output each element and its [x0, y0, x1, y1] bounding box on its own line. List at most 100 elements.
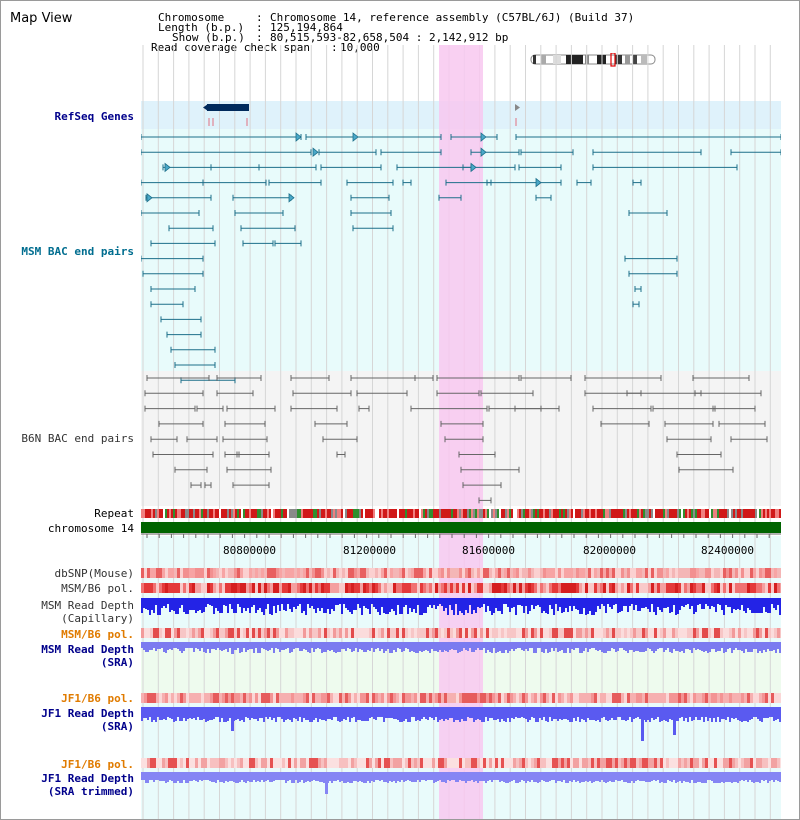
depth-bar [371, 598, 373, 604]
heat-bin [759, 568, 762, 578]
depth-bar [547, 598, 549, 614]
depth-bar [467, 598, 469, 613]
heat-bin [657, 628, 660, 638]
heat-bin [672, 568, 675, 578]
track-label-msm-read-depth-sra[interactable]: MSM Read Depth [41, 643, 134, 656]
heat-bin [516, 693, 519, 703]
depth-bar [237, 642, 239, 648]
track-label-jf1-read-depth-sra[interactable]: JF1 Read Depth [41, 707, 134, 720]
heat-bin [771, 568, 774, 578]
depth-bar [187, 707, 189, 719]
depth-bar [593, 707, 595, 720]
depth-bar [535, 772, 537, 782]
depth-bar [459, 707, 461, 722]
depth-bar [693, 598, 695, 614]
highlight-region[interactable] [439, 45, 483, 820]
depth-bar [421, 707, 423, 719]
depth-bar [155, 598, 157, 605]
depth-bar [619, 707, 621, 717]
depth-bar [537, 707, 539, 722]
repeat-block [457, 509, 459, 518]
depth-bar [617, 598, 619, 613]
heat-bin [516, 568, 519, 578]
heat-bin [405, 568, 408, 578]
depth-bar [493, 642, 495, 648]
depth-bar [309, 642, 311, 653]
depth-bar [385, 707, 387, 718]
track-label-dbsnp[interactable]: dbSNP(Mouse) [54, 567, 134, 580]
track-label-jf1-b6-pol[interactable]: JF1/B6 pol. [61, 692, 134, 705]
depth-bar [673, 642, 675, 649]
msm-bac-pair-arrow [480, 132, 487, 142]
depth-bar [773, 772, 775, 782]
repeat-block [253, 509, 255, 518]
track-label-repeat[interactable]: Repeat [94, 507, 134, 520]
depth-bar [391, 642, 393, 653]
track-label-msm-read-depth-capillary[interactable]: MSM Read Depth [41, 599, 134, 612]
depth-bar [311, 642, 313, 648]
depth-bar [471, 642, 473, 652]
depth-bar [269, 598, 271, 614]
heat-bin [720, 568, 723, 578]
track-label-msm-b6-pol-sra[interactable]: MSM/B6 pol. [61, 628, 134, 641]
track-label-msm-b6-pol[interactable]: MSM/B6 pol. [61, 582, 134, 595]
heat-bin [219, 693, 222, 703]
heat-bin [774, 758, 777, 768]
depth-bar [195, 707, 197, 720]
depth-bar [303, 642, 305, 649]
repeat-block [419, 509, 421, 518]
depth-bar [259, 598, 261, 608]
heat-bin [270, 583, 273, 593]
depth-bar [463, 707, 465, 721]
heat-bin [585, 758, 588, 768]
depth-bar [345, 707, 347, 720]
heat-bin [534, 628, 537, 638]
depth-bar [613, 598, 615, 605]
track-label-jf1-read-depth-trimmed[interactable]: JF1 Read Depth [41, 772, 134, 785]
depth-bar [659, 642, 661, 648]
track-label-refseq[interactable]: RefSeq Genes [54, 110, 134, 123]
heat-bin [711, 568, 714, 578]
track-label-jf1-b6-pol-trimmed[interactable]: JF1/B6 pol. [61, 758, 134, 771]
heat-bin [498, 583, 501, 593]
repeat-block [277, 509, 279, 518]
heat-bin [630, 628, 633, 638]
depth-bar [333, 598, 335, 611]
depth-bar [489, 642, 491, 652]
track-label-msm-bac[interactable]: MSM BAC end pairs [21, 245, 134, 258]
repeat-block [345, 509, 347, 518]
heat-bin [411, 628, 414, 638]
repeat-block [415, 509, 417, 518]
depth-bar [759, 598, 761, 613]
depth-bar [273, 598, 275, 606]
heat-bin [270, 568, 273, 578]
depth-bar [659, 772, 661, 783]
heat-bin [525, 758, 528, 768]
repeat-block [307, 509, 309, 518]
repeat-block [507, 509, 509, 518]
heat-bin [774, 583, 777, 593]
depth-bar [449, 707, 451, 718]
depth-bar [461, 598, 463, 613]
depth-bar [289, 772, 291, 780]
heat-bin [393, 693, 396, 703]
depth-bar [367, 772, 369, 781]
depth-bar [777, 772, 779, 781]
depth-bar [731, 772, 733, 783]
repeat-block [763, 509, 765, 518]
depth-bar [705, 772, 707, 783]
depth-bar [493, 598, 495, 613]
depth-bar [279, 772, 281, 780]
repeat-block [731, 509, 733, 518]
depth-bar [159, 707, 161, 720]
track-label-b6n-bac[interactable]: B6N BAC end pairs [21, 432, 134, 445]
heat-bin [612, 568, 615, 578]
heat-bin [780, 693, 781, 703]
depth-bar [451, 642, 453, 649]
genome-browser-plot[interactable] [141, 45, 781, 820]
heat-bin [453, 568, 456, 578]
repeat-block [281, 509, 283, 518]
depth-bar [313, 707, 315, 720]
depth-bar [193, 772, 195, 780]
depth-bar [409, 772, 411, 781]
